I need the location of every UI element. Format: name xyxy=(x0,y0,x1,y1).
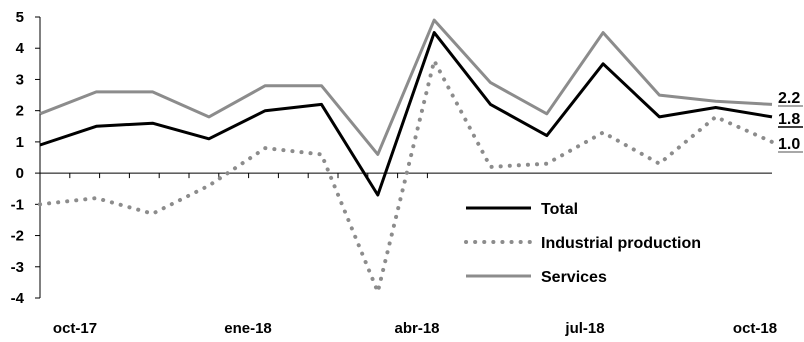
legend-label: Total xyxy=(541,201,578,218)
y-tick-label: -2 xyxy=(11,228,24,245)
end-label-services: 2.2 xyxy=(778,90,800,107)
series-line-services xyxy=(39,18,773,156)
y-tick-label: 1 xyxy=(16,134,24,151)
x-tick-label: jul-18 xyxy=(564,320,604,337)
y-tick-label: -4 xyxy=(11,290,25,307)
y-tick-label: 0 xyxy=(16,165,24,182)
x-tick-label: ene-18 xyxy=(224,320,272,337)
series-line-industrial-production xyxy=(38,58,774,294)
y-tick-label: 2 xyxy=(16,103,24,120)
series-layer xyxy=(38,18,774,294)
y-tick-label: 3 xyxy=(16,71,24,88)
x-tick-label: oct-18 xyxy=(733,320,777,337)
y-tick-label: 5 xyxy=(16,9,24,26)
x-tick-label: abr-18 xyxy=(394,320,439,337)
x-tick-label: oct-17 xyxy=(53,320,97,337)
y-tick-label: -3 xyxy=(11,259,24,276)
y-tick-label: -1 xyxy=(11,196,24,213)
end-label-industrial-production: 1.0 xyxy=(778,136,800,153)
y-tick-label: 4 xyxy=(16,40,25,57)
legend-label: Services xyxy=(541,269,607,286)
end-labels: 2.2 1.8 1.0 xyxy=(778,90,803,153)
axes: 5 4 3 2 1 0 -1 -2 -3 -4 oct-17 ene-18 abr-18 jul-18 oc… xyxy=(11,9,777,337)
legend-label: Industrial production xyxy=(541,235,701,252)
series-line-total xyxy=(39,31,773,197)
legend: Total Industrial production Services xyxy=(464,201,701,286)
end-label-total: 1.8 xyxy=(778,111,800,128)
